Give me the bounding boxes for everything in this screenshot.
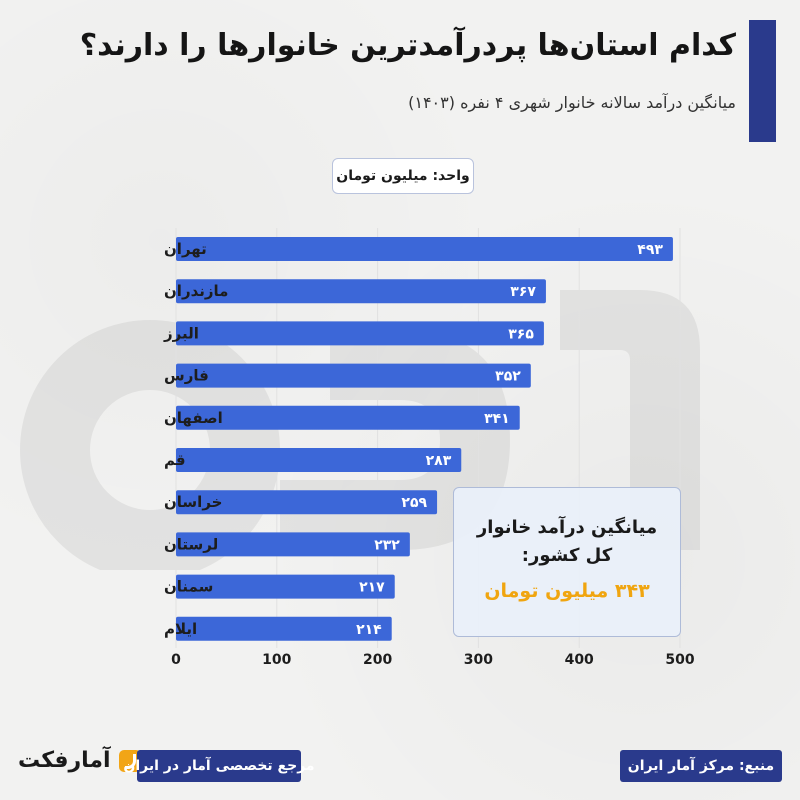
title-accent-bar [749,20,776,142]
data-label: ۳۵۲ [495,369,521,385]
category-label: مازندران [164,282,228,300]
data-label: ۳۴۱ [484,411,510,427]
brand-icon [118,749,141,772]
x-tick-label: 500 [665,652,694,668]
tagline-badge: مرجع تخصصی آمار در ایران [123,750,315,782]
data-label: ۲۱۴ [356,622,382,638]
data-label: ۲۵۹ [401,495,427,511]
category-label: اصفهان [164,409,223,427]
data-label: ۳۶۵ [508,326,534,342]
data-label: ۲۳۲ [374,537,400,553]
data-label: ۳۶۷ [510,284,536,300]
category-label: خراسان [164,493,222,511]
brand-name: آمارفکت [18,748,111,773]
bar [176,616,392,641]
bar [176,574,395,599]
x-tick-label: 0 [171,652,181,668]
bar [176,363,531,388]
category-label: ایلام [164,620,197,638]
national-average-value: ۳۴۳ میلیون تومان [484,580,650,602]
bar [176,490,438,515]
x-tick-label: 300 [464,652,493,668]
category-label: سمنان [164,578,213,596]
category-label: قم [164,451,186,469]
category-label: فارس [164,367,209,385]
bar [176,279,546,304]
source-badge: منبع: مرکز آمار ایران [620,750,782,782]
brand-logo: آمارفکت [18,748,141,773]
bar [176,532,410,557]
national-average-box: میانگین درآمد خانوار کل کشور: ۳۴۳ میلیون… [453,487,681,637]
national-average-label: میانگین درآمد خانوار کل کشور: [476,517,658,566]
x-tick-label: 100 [262,652,291,668]
bar [176,448,462,472]
bar [176,405,520,430]
data-label: ۲۸۳ [426,453,452,469]
bar [176,237,673,261]
bar [176,321,544,346]
unit-label: واحد: میلیون تومان [332,158,474,194]
category-label: لرستان [164,535,218,553]
data-label: ۲۱۷ [359,580,385,596]
category-label: البرز [163,324,199,342]
x-tick-label: 200 [363,652,392,668]
data-label: ۴۹۳ [637,242,663,258]
page-subtitle: میانگین درآمد سالانه خانوار شهری ۴ نفره … [408,93,736,112]
x-tick-label: 400 [565,652,594,668]
category-label: تهران [164,240,207,258]
page-title: کدام استان‌ها پردرآمدترین خانوارها را دا… [79,28,736,63]
